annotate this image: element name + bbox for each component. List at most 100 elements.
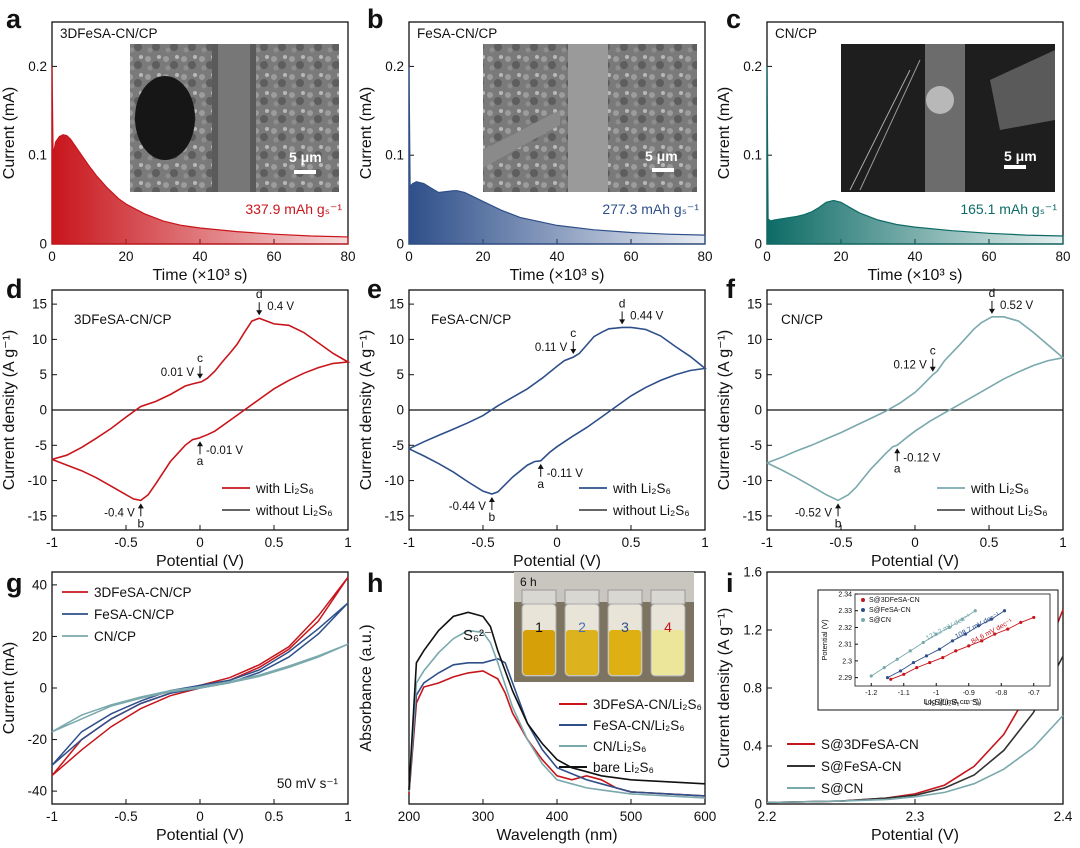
y-tick-label: -20 bbox=[27, 732, 47, 747]
x-tick-label: 400 bbox=[546, 809, 569, 824]
sem-scale-a: 5 μm bbox=[289, 149, 322, 165]
vial-number: 1 bbox=[535, 619, 543, 635]
absorbance-line bbox=[408, 629, 706, 799]
tafel-point bbox=[1002, 609, 1007, 613]
peak-arrowhead bbox=[929, 366, 936, 372]
chart-b: 0 20 40 60 80 0 0.1 0.2 Time (×10³ s) Current (mA… bbox=[358, 21, 713, 284]
chart-title: FeSA-CN/CP bbox=[417, 26, 497, 41]
tafel-point bbox=[885, 676, 890, 680]
tafel-inset: -1.2 -1.1 -1 -0.9 -0.8 -0.7 2.29 2.3 2.31 2.32 2.3… bbox=[817, 589, 1059, 711]
legend-label: with Li₂S₆ bbox=[970, 481, 1029, 496]
x-tick-label: -1 bbox=[46, 535, 58, 550]
scale-bar-b bbox=[652, 168, 674, 172]
vial-number: 3 bbox=[621, 619, 629, 635]
peak-letter: a bbox=[537, 477, 544, 491]
tafel-point bbox=[1019, 620, 1023, 625]
x-axis-label: Log (j/(mA cm⁻²)) bbox=[924, 697, 982, 706]
scale-bar-a bbox=[294, 170, 316, 174]
y-axis-label: Absorbance (a.u.) bbox=[358, 624, 375, 751]
capacity-label: 337.9 mAh gₛ⁻¹ bbox=[245, 201, 342, 217]
chart-f: -1 -0.5 0 0.5 1 -15 -10 -5 0 5 10 15 Potential (V) Cu… bbox=[716, 286, 1067, 570]
plot-frame bbox=[854, 593, 1051, 687]
y-tick-label: 2.32 bbox=[838, 625, 852, 632]
tafel-point bbox=[915, 666, 919, 670]
y-tick-label: -5 bbox=[35, 438, 47, 453]
y-axis-label: Current density (A g⁻¹) bbox=[358, 330, 375, 491]
y-axis-label: Potential (V) bbox=[820, 619, 829, 661]
x-tick-label: -0.7 bbox=[1028, 690, 1040, 697]
x-tick-label: 600 bbox=[694, 809, 717, 824]
panel-label-e: e bbox=[367, 274, 382, 304]
absorbance-line bbox=[408, 657, 706, 797]
tafel-point bbox=[895, 657, 899, 661]
scan-rate-label: 50 mV s⁻¹ bbox=[277, 776, 339, 791]
y-tick-label: 2.31 bbox=[838, 642, 852, 649]
y-tick-label: 10 bbox=[389, 332, 404, 347]
x-tick-label: 0 bbox=[763, 249, 771, 264]
x-tick-label: 0 bbox=[196, 809, 204, 824]
area-mark bbox=[51, 66, 349, 245]
x-tick-label: 0 bbox=[405, 249, 413, 264]
peak-letter: b bbox=[835, 516, 842, 530]
y-tick-label: 0 bbox=[39, 237, 47, 252]
x-tick-label: 2.4 bbox=[1054, 809, 1073, 824]
x-tick-label: 1 bbox=[344, 535, 352, 550]
y-tick-label: 15 bbox=[389, 297, 404, 312]
vial-cap bbox=[564, 589, 600, 605]
peak-arrowhead bbox=[835, 503, 842, 509]
y-tick-label: 5 bbox=[396, 367, 404, 382]
peak-letter: c bbox=[570, 326, 576, 340]
peak-letter: b bbox=[137, 516, 144, 530]
y-tick-label: 15 bbox=[32, 297, 47, 312]
y-tick-label: 0 bbox=[754, 237, 762, 252]
x-tick-label: -0.9 bbox=[963, 690, 975, 697]
y-tick-label: 0.2 bbox=[28, 59, 47, 74]
photo-time-label: 6 h bbox=[520, 575, 537, 589]
y-axis-label: Current (mA) bbox=[358, 87, 375, 179]
y-tick-label: -10 bbox=[742, 473, 762, 488]
tafel-point bbox=[941, 655, 945, 660]
cv-series-line bbox=[408, 326, 707, 495]
area-mark bbox=[408, 66, 706, 245]
peak-value: 0.4 V bbox=[267, 301, 294, 313]
sem-scale-b: 5 μm bbox=[645, 148, 678, 164]
y-axis-label: Current (mA) bbox=[1, 642, 18, 734]
tafel-point bbox=[1006, 627, 1010, 631]
y-tick-label: 0 bbox=[754, 403, 762, 418]
chart-c: 0 20 40 60 80 0 0.1 0.2 Time (×10³ s) Current (mA… bbox=[716, 21, 1071, 284]
peak-value: 0.44 V bbox=[630, 310, 664, 322]
vial-cap bbox=[650, 589, 686, 605]
x-axis-label: Potential (V) bbox=[871, 553, 959, 570]
tafel-point bbox=[1032, 615, 1036, 620]
tafel-point bbox=[973, 609, 977, 613]
y-tick-label: 5 bbox=[39, 367, 47, 382]
y-tick-label: 20 bbox=[32, 629, 47, 644]
x-tick-label: 1 bbox=[701, 535, 709, 550]
x-axis-label: Time (×10³ s) bbox=[153, 267, 248, 284]
x-axis-label: Wavelength (nm) bbox=[496, 827, 617, 844]
x-tick-label: 40 bbox=[549, 249, 564, 264]
y-tick-label: 2.3 bbox=[842, 658, 852, 665]
y-tick-label: 0.8 bbox=[743, 681, 762, 696]
legend-swatch bbox=[861, 608, 865, 612]
legend-label: without Li₂S₆ bbox=[612, 503, 690, 518]
chart-title: 3DFeSA-CN/CP bbox=[60, 26, 158, 41]
x-tick-label: -1 bbox=[403, 535, 415, 550]
tafel-point bbox=[928, 660, 932, 665]
y-tick-label: 0.2 bbox=[385, 59, 404, 74]
x-tick-label: 20 bbox=[118, 249, 133, 264]
x-tick-label: 80 bbox=[340, 249, 355, 264]
x-tick-label: -1.2 bbox=[865, 690, 877, 697]
x-tick-label: 40 bbox=[907, 249, 922, 264]
x-axis-label: Time (×10³ s) bbox=[510, 267, 605, 284]
tafel-point bbox=[976, 624, 981, 628]
tafel-point bbox=[950, 639, 955, 643]
y-tick-label: 0 bbox=[396, 403, 404, 418]
x-tick-label: 0.5 bbox=[622, 535, 641, 550]
sem-image-a: 5 μm bbox=[130, 44, 339, 192]
area-mark bbox=[766, 66, 1064, 245]
y-tick-label: 0.1 bbox=[28, 148, 47, 163]
vial-number: 2 bbox=[578, 619, 586, 635]
tafel-point bbox=[902, 672, 906, 676]
peak-letter: a bbox=[894, 461, 901, 475]
